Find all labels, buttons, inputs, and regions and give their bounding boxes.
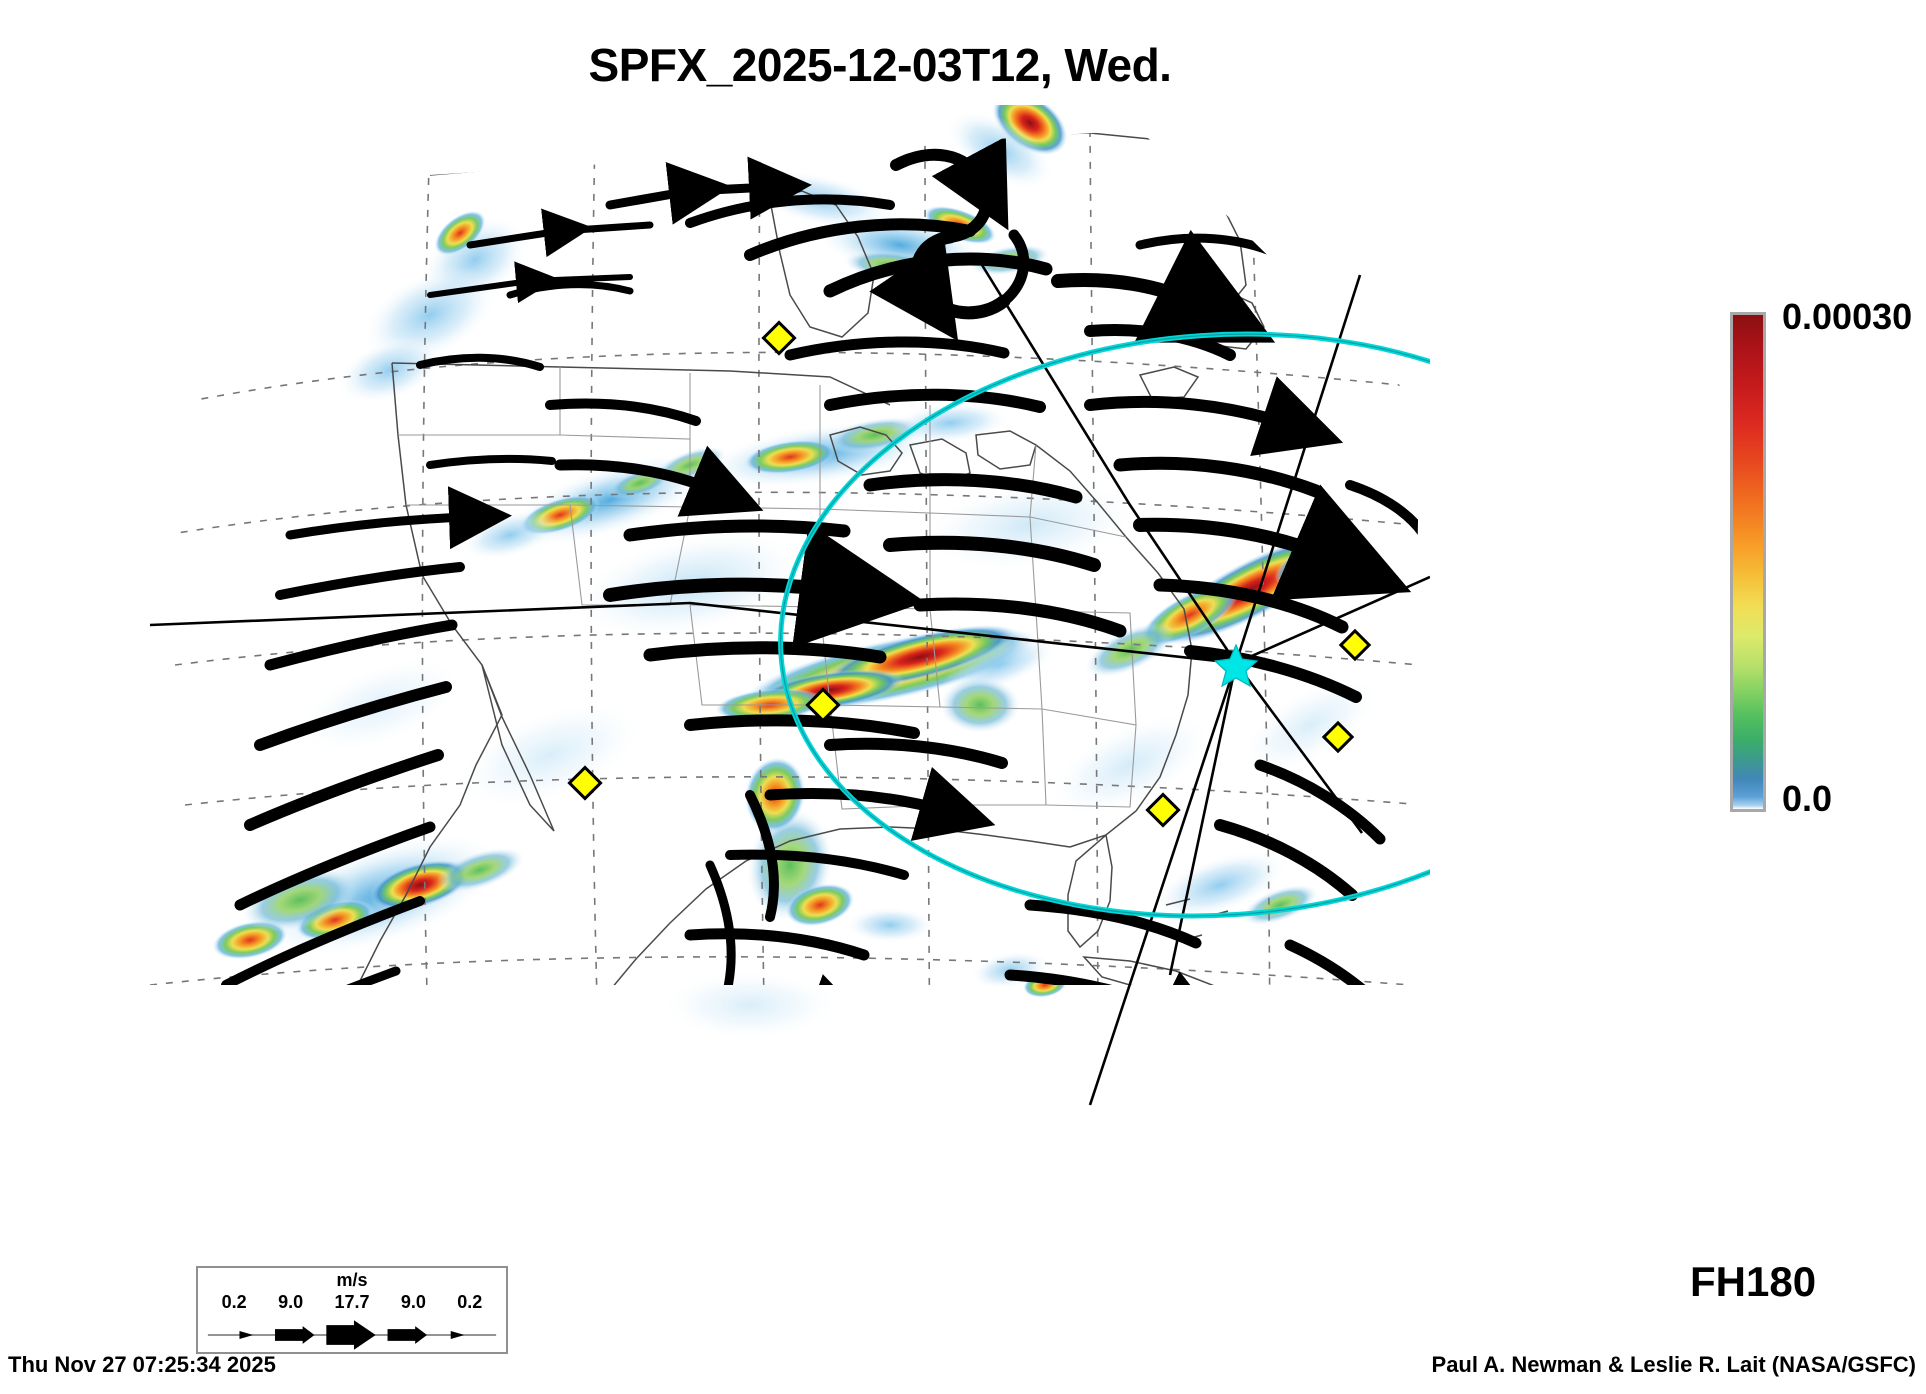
colorbar: 0.00030 0.0 [1730, 296, 1926, 819]
range-ring [778, 331, 1430, 919]
wind-arrow-scale [207, 1320, 497, 1350]
center-star-marker[interactable] [1213, 643, 1259, 688]
station-marker[interactable] [1145, 792, 1181, 828]
wind-units-label: m/s [336, 1270, 368, 1290]
map-plot-area[interactable] [130, 105, 1430, 1145]
wind-value-5: 0.2 [457, 1292, 483, 1312]
station-marker[interactable] [805, 687, 841, 723]
wind-value-3: 17.7 [334, 1292, 370, 1312]
map-canvas[interactable] [130, 105, 1430, 1145]
station-marker[interactable] [761, 320, 797, 356]
colorbar-gradient [1730, 312, 1766, 812]
colorbar-min-label: 0.0 [1782, 778, 1833, 819]
station-marker[interactable] [567, 765, 603, 801]
wind-streamline-layer [195, 136, 1420, 985]
wind-value-4: 9.0 [400, 1292, 426, 1312]
forecast-hour-label: FH180 [1690, 1258, 1817, 1305]
wind-value-row: 0.2 9.0 17.7 9.0 0.2 [198, 1292, 506, 1313]
wind-scale-legend: m/s 0.2 9.0 17.7 9.0 0.2 [196, 1266, 508, 1354]
colorbar-max-label: 0.00030 [1782, 296, 1913, 337]
footer-credit: Paul A. Newman & Leslie R. Lait (NASA/GS… [1431, 1352, 1916, 1377]
wind-value-1: 0.2 [221, 1292, 247, 1312]
station-marker-layer[interactable] [567, 320, 1372, 828]
wind-value-2: 9.0 [278, 1292, 304, 1312]
page-title: SPFX_2025-12-03T12, Wed. [588, 39, 1172, 91]
station-marker[interactable] [1338, 628, 1372, 662]
station-marker[interactable] [1321, 720, 1355, 754]
footer-timestamp: Thu Nov 27 07:25:34 2025 [8, 1352, 276, 1377]
